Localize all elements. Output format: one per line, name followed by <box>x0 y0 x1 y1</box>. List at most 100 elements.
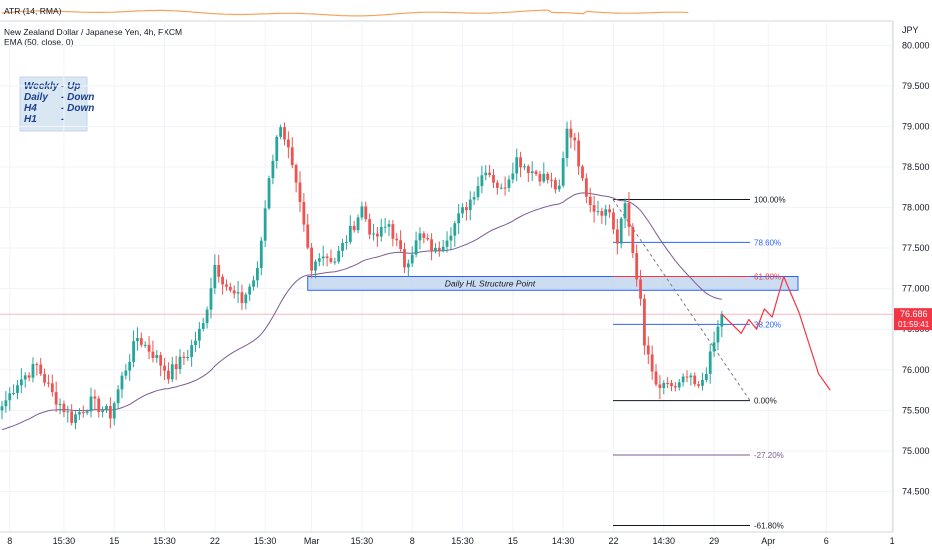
candle-body <box>581 166 584 179</box>
candle-body <box>248 286 252 295</box>
time-tick-label: 15:30 <box>254 536 277 546</box>
bias-box[interactable]: Weekly - Up Daily - Down H4 - Down H1 - <box>19 76 94 132</box>
candle-body <box>341 243 344 251</box>
structure-zone-label: Daily HL Structure Point <box>445 278 536 288</box>
atr-pane: ATR (14, RMA) <box>0 6 893 22</box>
candle-body <box>108 406 112 419</box>
candle-body <box>476 186 480 198</box>
candle-body <box>360 206 364 218</box>
fibonacci-retracement[interactable]: 100.00% 78.60% 61.80% 38.20% 0.00% -27.20% -61… <box>612 195 786 531</box>
candle-body <box>170 364 174 380</box>
candle-body <box>387 224 391 227</box>
price-tick-label: 77.000 <box>902 284 930 294</box>
candle-body <box>445 240 449 247</box>
candle-body <box>174 364 178 370</box>
candle-body <box>592 205 596 212</box>
candle-body <box>600 211 604 216</box>
candle-body <box>383 226 387 228</box>
candle-body <box>279 127 283 137</box>
candle-body <box>62 403 66 413</box>
candle-body <box>422 233 426 238</box>
candle-body <box>194 340 197 346</box>
price-tag <box>894 308 932 331</box>
candle-body <box>116 389 120 404</box>
candle-body <box>484 172 488 176</box>
time-tick-label: 1 <box>890 536 895 546</box>
candle-body <box>50 383 54 393</box>
candle-body <box>12 393 16 395</box>
candle-body <box>47 382 50 384</box>
time-axis-ticks: 8 15:30 15 15:30 22 15:30 Mar 15:30 8 15:30 15 14:3… <box>7 536 894 546</box>
ema-layer <box>1 192 722 431</box>
grid <box>0 21 893 532</box>
candle-body <box>310 247 313 271</box>
candle-body <box>314 261 317 271</box>
bias-dir: - Down <box>61 103 94 114</box>
candle-body <box>294 165 298 183</box>
time-tick-label: Mar <box>304 536 320 546</box>
time-tick-label: 15:30 <box>53 536 76 546</box>
bias-dir: - Down <box>61 92 94 103</box>
time-tick-label: 29 <box>709 536 719 546</box>
candle-body <box>643 298 646 346</box>
candle-body <box>217 264 221 277</box>
candle-body <box>457 213 461 224</box>
candle-body <box>561 158 565 186</box>
time-tick-label: 15 <box>508 536 518 546</box>
price-tick-label: 79.500 <box>902 81 930 91</box>
candle-body <box>213 264 217 289</box>
fib-level-label: 0.00% <box>754 397 777 406</box>
price-axis[interactable]: 80.000 79.500 79.000 78.500 78.000 77.500 77.0… <box>892 21 932 532</box>
candle-body <box>190 345 194 357</box>
structure-zone-rect[interactable] <box>307 276 799 291</box>
structure-zone[interactable]: Daily HL Structure Point <box>307 276 799 291</box>
time-axis[interactable]: 8 15:30 15 15:30 22 15:30 Mar 15:30 8 15:30 15 14:3… <box>0 531 895 546</box>
candle-body <box>93 396 97 399</box>
candle-body <box>399 240 403 250</box>
candle-body <box>507 179 511 188</box>
candle-body <box>120 375 124 390</box>
price-tick-label: 75.000 <box>902 446 930 456</box>
candle-body <box>608 209 611 213</box>
candle-body <box>708 351 712 374</box>
candle-body <box>263 208 267 241</box>
candle-body <box>275 136 279 161</box>
candle-body <box>569 128 573 138</box>
price-tick-label: 78.000 <box>902 203 930 213</box>
candle-body <box>716 326 720 343</box>
candle-body <box>317 258 321 262</box>
candle-body <box>256 268 259 281</box>
time-tick-label: 14:30 <box>552 536 575 546</box>
time-tick-label: 15:30 <box>451 536 474 546</box>
candle-body <box>546 173 550 180</box>
candle-body <box>461 207 464 214</box>
time-tick-label: 15 <box>109 536 119 546</box>
candle-body <box>515 157 519 174</box>
fib-level-label: -27.20% <box>754 451 784 460</box>
candle-body <box>414 240 418 255</box>
candle-body <box>619 218 623 244</box>
candle-body <box>306 224 310 248</box>
candle-body <box>271 160 275 179</box>
bias-tf: Daily <box>24 92 48 103</box>
candle-body <box>259 240 263 269</box>
candle-body <box>267 178 271 209</box>
fib-level-label: 100.00% <box>754 195 786 204</box>
projection-path <box>721 275 831 391</box>
candle-body <box>623 203 627 219</box>
candle-body <box>526 166 530 174</box>
candle-body <box>35 364 39 366</box>
candle-body <box>372 233 375 235</box>
candle-body <box>472 197 476 200</box>
candle-body <box>352 225 356 231</box>
time-tick-label: 6 <box>824 536 829 546</box>
candle-body <box>43 373 46 383</box>
candle-body <box>356 217 360 231</box>
price-tick-label: 76.000 <box>902 365 930 375</box>
candle-body <box>345 242 348 244</box>
projection[interactable] <box>721 275 831 391</box>
candle-body <box>538 174 542 182</box>
candle-body <box>681 376 685 383</box>
candle-body <box>221 276 224 285</box>
